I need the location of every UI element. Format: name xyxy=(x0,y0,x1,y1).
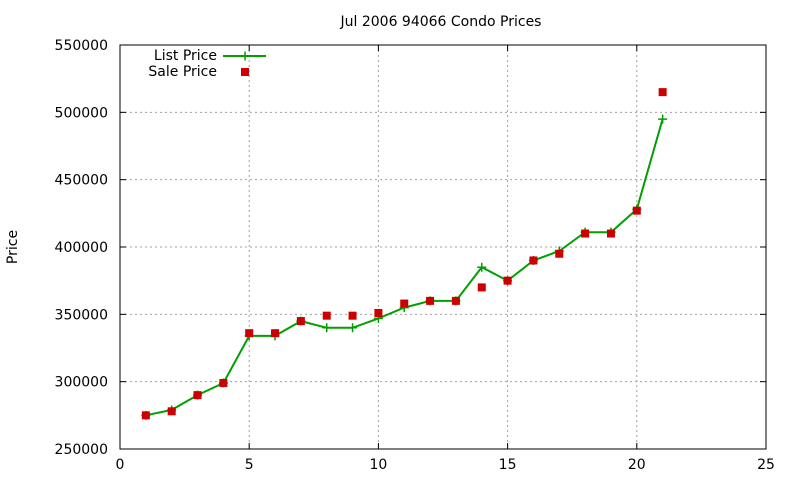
x-tick-label: 10 xyxy=(369,457,387,473)
list-price-point xyxy=(348,323,358,333)
series-layer xyxy=(141,88,668,420)
sale-price-point xyxy=(581,229,590,238)
legend-label-list-price: List Price xyxy=(154,48,217,64)
y-tick-labels: 250000 300000 350000 400000 450000 500000 5500… xyxy=(55,38,108,458)
sale-price-point xyxy=(193,391,202,400)
sale-price-point xyxy=(658,88,667,97)
y-tick-label: 350000 xyxy=(55,307,108,323)
y-tick-label: 550000 xyxy=(55,38,108,54)
x-tick-label: 25 xyxy=(757,457,775,473)
y-axis-label: Price xyxy=(5,230,21,264)
sale-price-point xyxy=(503,276,512,285)
plot-frame xyxy=(119,44,767,450)
sale-price-point xyxy=(296,317,305,326)
sale-price-point xyxy=(374,308,383,317)
y-tick-label: 450000 xyxy=(55,173,108,189)
sale-price-point xyxy=(219,379,228,388)
sale-price-point xyxy=(167,407,176,416)
legend-marker-sale-price xyxy=(241,68,249,76)
list-price-point xyxy=(322,323,332,333)
legend-marker-list-price xyxy=(240,51,250,61)
sale-price-point xyxy=(529,256,538,265)
x-tick-label: 5 xyxy=(245,457,254,473)
y-tick-label: 400000 xyxy=(55,240,108,256)
chart-title: Jul 2006 94066 Condo Prices xyxy=(340,14,542,30)
sale-price-point xyxy=(141,411,150,420)
sale-price-point xyxy=(555,249,564,258)
y-tick-label: 250000 xyxy=(55,442,108,458)
x-tick-label: 0 xyxy=(116,457,125,473)
sale-price-point xyxy=(400,299,409,308)
sale-price-point xyxy=(245,329,254,338)
sale-price-point xyxy=(606,229,615,238)
sale-price-point xyxy=(451,296,460,305)
y-tick-label: 300000 xyxy=(55,375,108,391)
sale-price-point xyxy=(322,311,331,320)
sale-price-point xyxy=(426,296,435,305)
x-tick-label: 20 xyxy=(628,457,646,473)
sale-price-point xyxy=(477,283,486,292)
sale-price-point xyxy=(632,206,641,215)
list-price-line xyxy=(145,118,664,417)
legend-label-sale-price: Sale Price xyxy=(148,64,217,80)
grid-lines xyxy=(120,45,766,449)
y-tick-label: 500000 xyxy=(55,105,108,121)
x-tick-labels: 0 5 10 15 20 25 xyxy=(116,457,775,473)
legend: List Price Sale Price xyxy=(148,48,266,80)
list-price-point xyxy=(477,262,487,272)
sale-price-point xyxy=(271,329,280,338)
sale-price-point xyxy=(348,311,357,320)
x-tick-label: 15 xyxy=(499,457,517,473)
list-price-point xyxy=(658,114,668,124)
